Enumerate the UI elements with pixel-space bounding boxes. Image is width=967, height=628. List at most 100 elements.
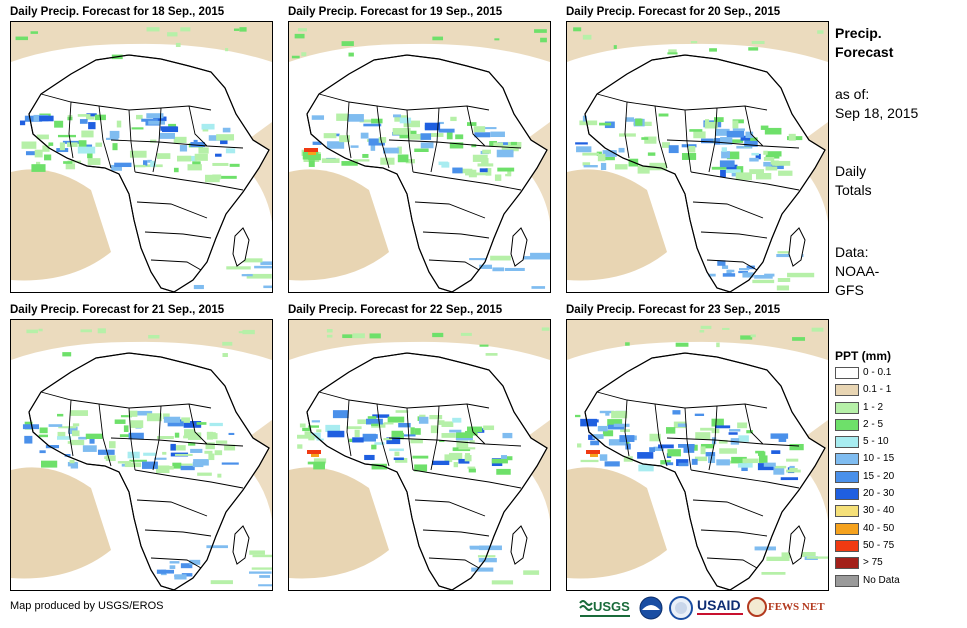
- precip-cell: [658, 113, 669, 117]
- precip-cell: [764, 273, 775, 277]
- noaa-logo: [638, 593, 664, 628]
- precip-cell: [719, 448, 737, 454]
- precip-cell: [170, 443, 176, 451]
- precip-cell: [523, 570, 540, 575]
- precip-cell: [249, 550, 265, 555]
- precip-cell: [69, 459, 75, 464]
- precip-cell: [531, 286, 546, 289]
- map-canvas: [11, 320, 272, 590]
- dry-ocean-area: [11, 467, 111, 579]
- precip-cell: [40, 460, 58, 468]
- precip-cell: [763, 157, 775, 161]
- precip-cell: [353, 159, 370, 162]
- precip-cell: [625, 117, 635, 122]
- precip-cell: [24, 435, 33, 444]
- precip-cell: [668, 49, 677, 54]
- precip-cell: [212, 162, 229, 166]
- map-canvas: [567, 22, 828, 292]
- precip-cell: [137, 410, 153, 416]
- precip-cell: [201, 123, 215, 130]
- precip-cell: [798, 552, 816, 557]
- precip-cell: [180, 563, 193, 569]
- precip-cell: [575, 142, 588, 145]
- precip-cell: [77, 146, 96, 154]
- precip-cell: [42, 145, 50, 152]
- precip-cell: [688, 145, 696, 153]
- precip-cell: [364, 454, 375, 461]
- precip-cell: [302, 151, 319, 160]
- precip-cell: [341, 41, 354, 47]
- precip-cell: [224, 444, 236, 451]
- precip-cell: [438, 421, 453, 425]
- precip-cell: [464, 430, 478, 436]
- precip-cell: [414, 464, 428, 472]
- legend-item: 2 - 5: [835, 417, 955, 434]
- precip-cell: [369, 333, 381, 339]
- africa-coastline: [306, 352, 548, 590]
- precip-cell: [573, 27, 582, 32]
- precip-cell: [393, 457, 404, 461]
- side-heading-line1: Precip.: [835, 25, 882, 41]
- precip-cell: [719, 160, 735, 168]
- precip-cell: [160, 573, 167, 576]
- precip-cell: [721, 265, 729, 269]
- precip-cell: [763, 161, 772, 167]
- precip-cell: [786, 469, 801, 473]
- precip-cell: [653, 446, 664, 451]
- precip-cell: [70, 410, 89, 416]
- precip-cell: [313, 458, 327, 463]
- precip-cell: [497, 167, 515, 172]
- precip-cell: [725, 169, 741, 174]
- precip-cell: [420, 142, 434, 149]
- dry-ocean-area: [567, 467, 667, 579]
- precip-cell: [751, 152, 760, 156]
- legend-swatch: [835, 522, 859, 535]
- precip-cell: [711, 418, 724, 427]
- precip-cell: [21, 141, 37, 149]
- precip-cell: [689, 129, 703, 132]
- precip-cell: [78, 436, 88, 440]
- precip-cell: [600, 162, 607, 171]
- precip-cell: [720, 137, 733, 145]
- precip-cell: [24, 115, 43, 122]
- precip-cell: [641, 137, 649, 140]
- precip-cell: [483, 425, 495, 431]
- precip-cell: [214, 450, 223, 456]
- precip-cell: [534, 29, 547, 33]
- precip-cell: [299, 423, 306, 428]
- data-source-line1: Data:: [835, 244, 869, 260]
- precip-cell: [731, 456, 747, 464]
- precip-cell: [127, 451, 140, 459]
- legend-label: 2 - 5: [863, 418, 884, 430]
- precip-cell: [347, 114, 364, 122]
- madagascar: [788, 525, 806, 565]
- precip-cell: [592, 434, 604, 439]
- precip-cell: [472, 154, 488, 162]
- precip-cell: [473, 172, 487, 176]
- precip-cell: [479, 545, 502, 551]
- precip-cell: [607, 424, 625, 430]
- precip-cell: [777, 251, 796, 254]
- precip-cell: [523, 256, 550, 260]
- precip-legend: PPT (mm) 0 - 0.1 0.1 - 1 1 - 2 2 - 5 5 - 10 1…: [835, 347, 955, 590]
- precip-cell: [726, 151, 740, 160]
- precip-cell: [711, 166, 727, 170]
- map-credit: Map produced by USGS/EROS: [10, 600, 164, 612]
- precip-cell: [704, 121, 718, 129]
- dry-ocean-area: [11, 169, 111, 281]
- precip-cell: [742, 272, 754, 278]
- precip-cell: [493, 142, 504, 148]
- precip-cell: [260, 261, 272, 265]
- precip-cell: [430, 425, 439, 434]
- precip-cell: [700, 427, 714, 431]
- precip-cell: [327, 430, 345, 438]
- precip-cell: [131, 127, 144, 130]
- precip-cell: [209, 422, 223, 427]
- precip-cell: [25, 151, 42, 156]
- precip-cell: [722, 273, 736, 277]
- precip-cell: [452, 417, 462, 423]
- precip-cell: [312, 141, 322, 145]
- precip-cell: [467, 426, 483, 432]
- country-borders: [318, 93, 522, 271]
- precip-cell: [48, 142, 54, 146]
